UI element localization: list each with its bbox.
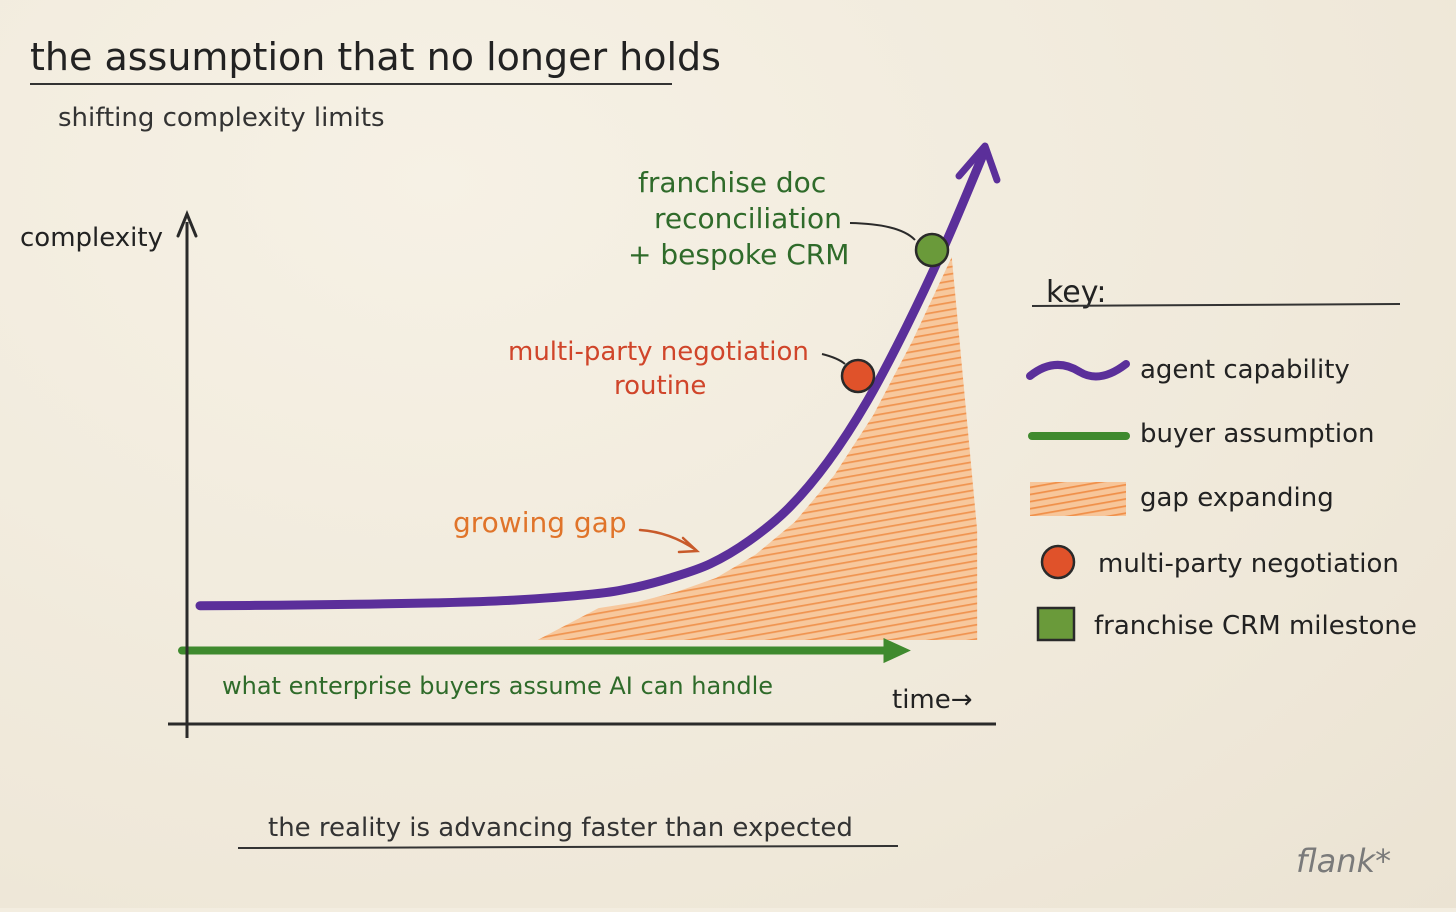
legend-label-buyer: buyer assumption xyxy=(1140,419,1374,449)
circle-dot-icon xyxy=(1040,544,1076,580)
y-axis-arrowhead xyxy=(176,210,198,238)
crm-leader-line xyxy=(849,222,916,241)
crm-label-line3: + bespoke CRM xyxy=(628,238,849,271)
gap-label-arrow xyxy=(638,528,701,554)
legend-title: key: xyxy=(1046,275,1106,310)
negotiation-label-line2: routine xyxy=(614,371,706,401)
chart-subtitle: shifting complexity limits xyxy=(58,103,385,133)
chart-title: the assumption that no longer holds xyxy=(30,35,721,79)
legend-label-negotiation: multi-party negotiation xyxy=(1098,549,1399,579)
franchise-crm-milestone-marker xyxy=(914,232,950,268)
agent-capability-line xyxy=(195,145,990,611)
squiggle-line-icon xyxy=(1026,360,1130,381)
legend-label-gap: gap expanding xyxy=(1140,483,1334,513)
gap-area xyxy=(537,257,978,640)
y-axis-label: complexity xyxy=(20,223,163,253)
legend-label-agent: agent capability xyxy=(1140,355,1350,385)
gap-label: growing gap xyxy=(453,506,627,539)
buyer-line-label: what enterprise buyers assume AI can han… xyxy=(222,672,773,700)
negotiation-label-line1: multi-party negotiation xyxy=(508,337,809,367)
hatched-fill-icon xyxy=(1030,482,1126,516)
footer-underline xyxy=(237,845,899,849)
x-axis-label: time→ xyxy=(892,685,973,715)
crm-label-line1: franchise doc xyxy=(638,166,826,199)
square-icon xyxy=(1036,606,1076,642)
crm-label-line2: reconciliation xyxy=(654,202,842,235)
legend-label-crm: franchise CRM milestone xyxy=(1094,611,1417,641)
buyer-assumption-arrowhead xyxy=(883,637,911,664)
agent-capability-arrowhead xyxy=(955,142,1001,184)
multi-party-negotiation-marker xyxy=(840,358,876,394)
legend-title-underline xyxy=(1031,303,1401,307)
brand-logo: flank* xyxy=(1296,842,1391,880)
legend: key: agent capability buyer assumption g… xyxy=(1026,275,1417,642)
negotiation-leader-line xyxy=(821,353,846,365)
footer-note: the reality is advancing faster than exp… xyxy=(268,813,853,843)
